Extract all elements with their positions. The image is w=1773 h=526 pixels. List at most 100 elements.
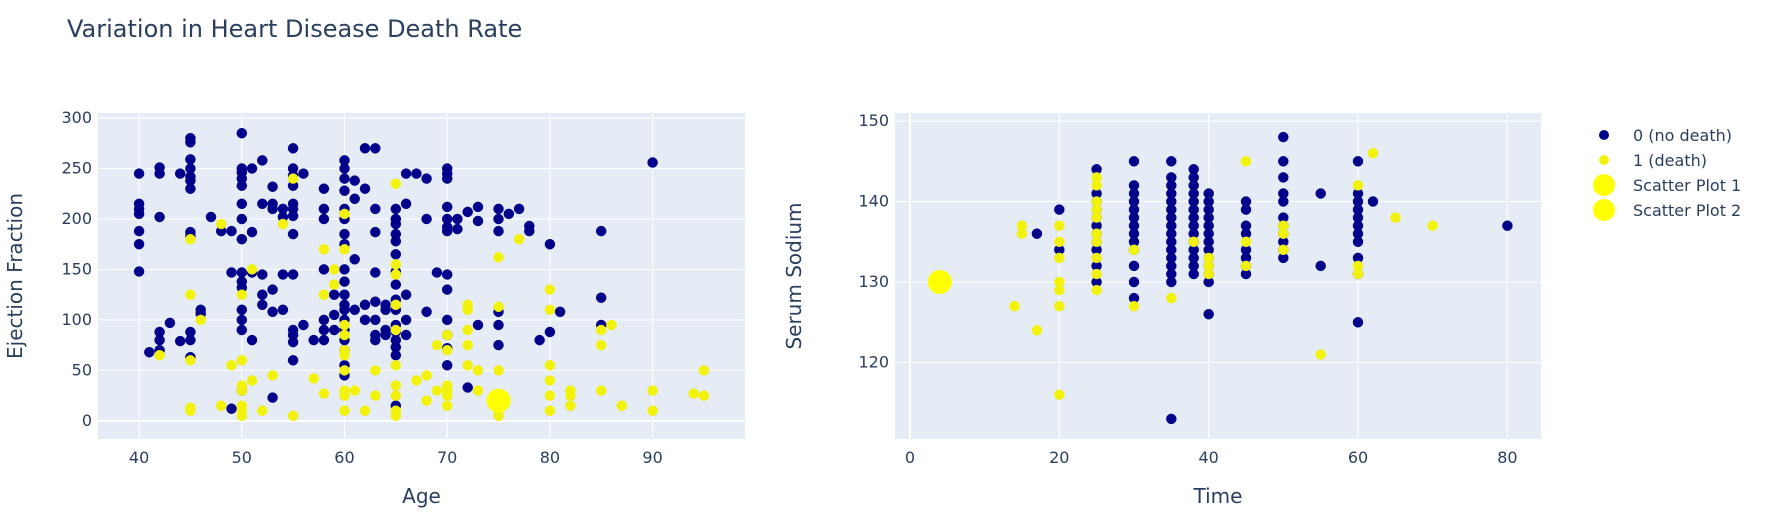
point-death [441, 344, 453, 356]
point-no-death [226, 403, 237, 414]
point-no-death [339, 264, 350, 275]
point-death [606, 319, 617, 331]
points-1 [133, 127, 710, 422]
point-death [1203, 268, 1214, 280]
x-tick-label: 90 [642, 448, 662, 467]
point-no-death [298, 168, 309, 179]
point-death [328, 264, 340, 275]
point-no-death [431, 267, 443, 278]
point-no-death [185, 154, 196, 165]
point-death [544, 304, 556, 316]
point-death [1128, 300, 1140, 312]
point-death [1278, 244, 1289, 256]
legend-item[interactable]: Scatter Plot 1 [1593, 174, 1741, 196]
point-death [1054, 284, 1065, 296]
ticks-2: 0 20 40 60 80 120 130 140 150 [858, 111, 1517, 467]
x-tick-label: 50 [232, 448, 252, 467]
point-death [1390, 212, 1401, 223]
point-death [616, 400, 628, 411]
point-death [441, 390, 453, 401]
legend-item[interactable]: 1 (death) [1599, 151, 1707, 170]
point-no-death [359, 299, 371, 311]
point-no-death [452, 223, 463, 235]
point-no-death [400, 198, 412, 210]
point-no-death [205, 211, 217, 223]
point-no-death [390, 235, 402, 247]
legend-item[interactable]: 0 (no death) [1599, 126, 1732, 145]
point-death [1278, 228, 1289, 239]
point-no-death [370, 203, 381, 215]
point-death [318, 244, 330, 255]
point-no-death [267, 203, 278, 215]
point-death [1054, 236, 1065, 248]
point-death [308, 373, 319, 384]
point-no-death [359, 183, 371, 194]
point-no-death [349, 175, 360, 186]
point-death [185, 355, 196, 366]
point-no-death [544, 326, 556, 338]
highlight-point [486, 388, 511, 413]
point-no-death [328, 324, 340, 336]
point-no-death [154, 334, 165, 346]
point-death [1091, 252, 1102, 264]
y-tick-label: 50 [72, 360, 92, 379]
legend-label: 1 (death) [1633, 151, 1707, 170]
point-no-death [308, 334, 319, 346]
x-tick-label: 40 [1198, 448, 1218, 467]
point-death [339, 390, 350, 401]
point-death [513, 233, 525, 245]
point-death [1091, 180, 1102, 191]
point-no-death [554, 306, 566, 318]
point-death [154, 349, 165, 361]
point-death [698, 365, 710, 376]
point-death [287, 173, 299, 184]
point-death [390, 178, 402, 189]
point-no-death [133, 225, 145, 237]
point-no-death [472, 201, 484, 213]
point-death [226, 360, 237, 371]
x-tick-label: 40 [129, 448, 149, 467]
point-no-death [318, 203, 330, 215]
point-no-death [328, 289, 340, 300]
point-no-death [133, 266, 145, 277]
point-no-death [236, 267, 248, 278]
point-no-death [287, 228, 299, 240]
point-no-death [1054, 204, 1065, 215]
legend[interactable]: 0 (no death) 1 (death) Scatter Plot 1 Scatt… [1593, 126, 1741, 221]
point-no-death [287, 355, 299, 366]
point-no-death [493, 339, 504, 351]
point-no-death [1278, 172, 1289, 183]
point-no-death [349, 254, 360, 265]
point-no-death [339, 304, 350, 316]
point-death [698, 390, 710, 401]
point-no-death [441, 269, 453, 280]
point-no-death [185, 334, 196, 346]
point-death [318, 388, 330, 399]
point-no-death [370, 143, 381, 154]
point-no-death [1128, 276, 1140, 288]
point-no-death [1128, 156, 1140, 167]
point-no-death [493, 203, 504, 215]
point-death [215, 218, 227, 230]
point-no-death [441, 360, 453, 371]
legend-item[interactable]: Scatter Plot 2 [1593, 199, 1741, 221]
point-no-death [1166, 156, 1177, 167]
point-no-death [452, 213, 463, 225]
points-2 [927, 131, 1513, 425]
point-no-death [246, 163, 258, 174]
y-axis-title-1: Ejection Fraction [3, 193, 27, 359]
point-death [493, 252, 504, 263]
point-death [462, 324, 473, 336]
point-no-death [1031, 228, 1043, 239]
point-no-death [318, 264, 330, 275]
legend-label: Scatter Plot 1 [1633, 176, 1741, 195]
point-no-death [544, 238, 556, 250]
point-no-death [595, 292, 607, 303]
point-death [462, 339, 473, 351]
chart-title: Variation in Heart Disease Death Rate [67, 15, 522, 43]
point-death [493, 365, 504, 376]
point-no-death [1502, 220, 1513, 231]
point-death [1240, 236, 1252, 248]
point-no-death [421, 173, 432, 184]
point-no-death [267, 306, 278, 318]
